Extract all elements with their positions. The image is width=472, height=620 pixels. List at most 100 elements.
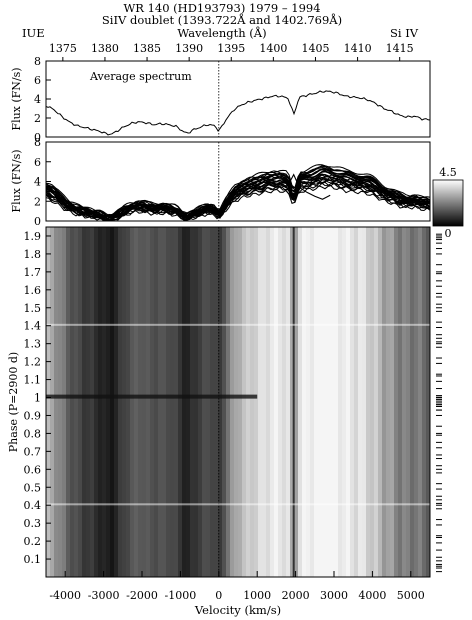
phase-ytick-label: 0.7: [24, 445, 42, 458]
heatmap-column: [198, 227, 203, 577]
heatmap-column: [146, 227, 151, 577]
phase-light-band: [46, 323, 430, 326]
heatmap-column: [74, 227, 79, 577]
heatmap-column: [258, 227, 263, 577]
heatmap-column: [250, 227, 255, 577]
individual-panel-ytick-label: 8: [34, 136, 41, 149]
phase-ytick-label: 1.6: [24, 284, 42, 297]
heatmap-column: [178, 227, 183, 577]
heatmap-column: [66, 227, 71, 577]
heatmap-column: [194, 227, 199, 577]
heatmap-column: [394, 227, 399, 577]
velocity-tick-label: -4000: [49, 589, 81, 602]
heatmap-column: [334, 227, 339, 577]
heatmap-column: [426, 227, 431, 577]
phase-ytick-label: 1.2: [24, 356, 42, 369]
phase-ytick-label: 0.9: [24, 409, 42, 422]
heatmap-column: [234, 227, 239, 577]
heatmap-column: [162, 227, 167, 577]
heatmap-column: [106, 227, 111, 577]
heatmap-column: [306, 227, 311, 577]
heatmap-column: [186, 227, 191, 577]
instrument-label: IUE: [22, 26, 45, 40]
heatmap-column: [410, 227, 415, 577]
wavelength-tick-label: 1400: [259, 42, 287, 55]
observation-phase-marks: [436, 233, 442, 573]
individual-panel-yaxis: 0 2 4 6 8: [34, 136, 51, 228]
heatmap-column: [242, 227, 247, 577]
colorbar: 4.5 0: [432, 166, 464, 240]
wavelength-tick-label: 1375: [49, 42, 77, 55]
velocity-tick-label: -1000: [165, 589, 197, 602]
phase-ytick-label: 0.2: [24, 535, 42, 548]
individual-panel-content: [45, 142, 431, 222]
heatmap-column: [378, 227, 383, 577]
heatmap-column: [202, 227, 207, 577]
individual-panel-ytick-label: 0: [34, 215, 41, 228]
chart-subtitle: SiIV doublet (1393.722Å and 1402.769Å): [102, 13, 342, 27]
heatmap-column: [342, 227, 347, 577]
phase-ytick-label: 1.1: [24, 374, 42, 387]
average-panel-ytick-label: 6: [34, 74, 41, 87]
outlier-spectrum-line: [280, 173, 331, 200]
phase-light-band: [46, 503, 430, 506]
heatmap-column: [354, 227, 359, 577]
phase-panel-ylabel: Phase (P=2900 d): [7, 352, 20, 452]
ion-label: Si IV: [390, 26, 419, 40]
heatmap-column: [266, 227, 271, 577]
heatmap-column: [246, 227, 251, 577]
heatmap-column: [358, 227, 363, 577]
average-panel-ylabel: Flux (FN/s): [10, 67, 23, 130]
velocity-tick-label: 5000: [397, 589, 425, 602]
individual-panel: Flux (FN/s) 0 2 4 6 8: [10, 136, 431, 228]
heatmap-column: [54, 227, 59, 577]
heatmap-column: [294, 227, 299, 577]
heatmap-column: [302, 227, 307, 577]
phase-ytick-label: 0.4: [24, 499, 42, 512]
heatmap-column: [90, 227, 95, 577]
heatmap-column: [366, 227, 371, 577]
heatmap-column: [398, 227, 403, 577]
average-panel: Average spectrum Flux (FN/s) 0 2 4 6 8: [10, 55, 431, 144]
heatmap-column: [98, 227, 103, 577]
chart-title: WR 140 (HD193793) 1979 – 1994: [123, 1, 320, 15]
heatmap-column: [46, 227, 51, 577]
phase-heatmap: [46, 227, 431, 577]
heatmap-column: [286, 227, 291, 577]
heatmap-column: [230, 227, 235, 577]
average-panel-ytick-label: 0: [34, 131, 41, 144]
heatmap-column: [134, 227, 139, 577]
heatmap-column: [318, 227, 323, 577]
velocity-tick-label: 0: [215, 589, 222, 602]
heatmap-column: [254, 227, 259, 577]
heatmap-column: [58, 227, 63, 577]
velocity-tick-label: -2000: [126, 589, 158, 602]
heatmap-column: [350, 227, 355, 577]
phase-ytick-label: 1.9: [24, 230, 42, 243]
colorbar-max-label: 4.5: [439, 166, 457, 179]
heatmap-column: [422, 227, 427, 577]
individual-spectrum-line: [45, 168, 431, 221]
velocity-tick-label: 2000: [282, 589, 310, 602]
heatmap-column: [322, 227, 327, 577]
heatmap-column: [326, 227, 331, 577]
velocity-tick-label: 4000: [358, 589, 386, 602]
phase-ytick-label: 0.6: [24, 463, 42, 476]
heatmap-column: [62, 227, 67, 577]
heatmap-column: [346, 227, 351, 577]
heatmap-column: [206, 227, 211, 577]
heatmap-column: [210, 227, 215, 577]
heatmap-column: [174, 227, 179, 577]
average-panel-ytick-label: 4: [34, 93, 41, 106]
heatmap-column: [278, 227, 283, 577]
heatmap-column: [82, 227, 87, 577]
average-panel-label: Average spectrum: [89, 70, 192, 83]
heatmap-column: [154, 227, 159, 577]
heatmap-column: [170, 227, 175, 577]
heatmap-column: [126, 227, 131, 577]
heatmap-column: [330, 227, 335, 577]
heatmap-column: [274, 227, 279, 577]
heatmap-column: [314, 227, 319, 577]
velocity-tick-label: 1000: [243, 589, 271, 602]
